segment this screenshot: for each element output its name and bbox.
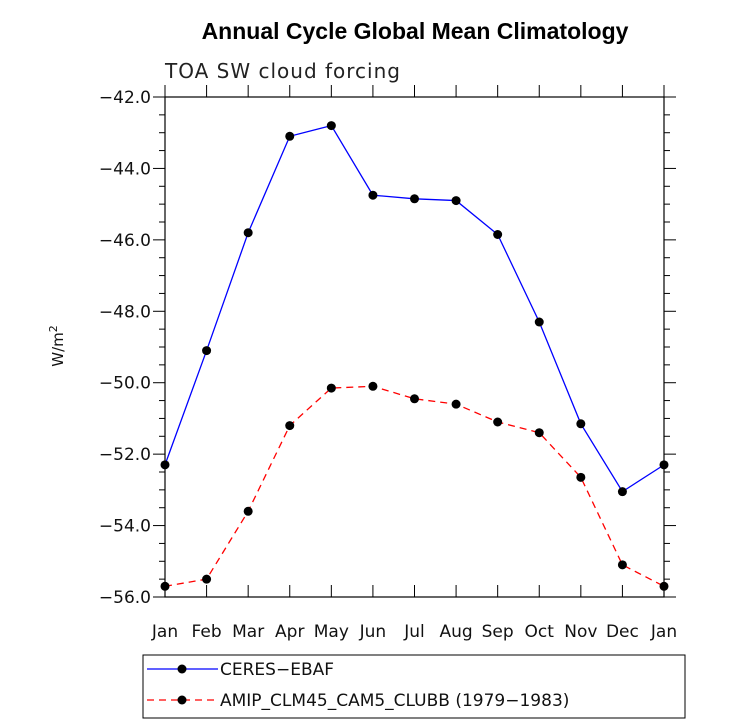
x-tick-label: Jan bbox=[650, 622, 677, 642]
y-tick-label: −46.0 bbox=[99, 231, 151, 251]
series-line-1 bbox=[164, 124, 665, 493]
data-point-series-1 bbox=[410, 194, 419, 204]
data-point-series-1 bbox=[326, 121, 336, 131]
series-points bbox=[160, 121, 669, 591]
x-tick-label: Jun bbox=[359, 622, 387, 642]
data-point-series-1 bbox=[534, 317, 544, 327]
data-point-series-2 bbox=[493, 417, 503, 427]
legend-label-2: AMIP_CLM45_CAM5_CLUBB (1979−1983) bbox=[220, 691, 569, 711]
data-point-series-2 bbox=[243, 506, 253, 516]
data-point-series-2 bbox=[368, 381, 378, 391]
x-tick-label: Oct bbox=[525, 622, 555, 642]
y-axis-label-superscript: 2 bbox=[47, 325, 60, 332]
y-tick-label: −56.0 bbox=[99, 588, 151, 608]
chart-subtitle: TOA SW cloud forcing bbox=[164, 59, 401, 83]
data-point-series-1 bbox=[285, 131, 295, 141]
axes: −42.0 −44.0 −46.0 −48.0 −50.0 −52.0 −54.0 −56.0… bbox=[99, 85, 677, 642]
data-point-series-2 bbox=[451, 399, 461, 409]
legend-marker-2 bbox=[177, 695, 187, 705]
data-point-series-1 bbox=[202, 346, 212, 356]
y-axis-label: W/m2 bbox=[47, 325, 67, 367]
legend-label-1: CERES−EBAF bbox=[220, 660, 334, 680]
y-tick-label: −52.0 bbox=[99, 445, 151, 465]
data-point-series-1 bbox=[617, 487, 627, 497]
data-point-series-1 bbox=[576, 419, 586, 429]
x-tick-label: Sep bbox=[482, 622, 514, 642]
data-point-series-2 bbox=[576, 472, 586, 482]
data-point-series-2 bbox=[534, 428, 544, 438]
x-tick-label: Mar bbox=[232, 622, 264, 642]
data-point-series-1 bbox=[659, 460, 669, 470]
x-tick-label: Dec bbox=[606, 622, 639, 642]
data-point-series-2 bbox=[285, 421, 295, 431]
legend: CERES−EBAF AMIP_CLM45_CAM5_CLUBB (1979−19… bbox=[142, 654, 686, 719]
data-point-series-1 bbox=[493, 230, 503, 239]
data-point-series-2 bbox=[617, 560, 627, 570]
data-point-series-1 bbox=[451, 196, 461, 206]
y-tick-label: −42.0 bbox=[99, 88, 151, 108]
series-line-2 bbox=[164, 385, 665, 587]
x-tick-label: Jan bbox=[151, 622, 178, 642]
data-point-series-1 bbox=[160, 460, 170, 470]
data-point-series-2 bbox=[659, 581, 669, 591]
x-tick-label: May bbox=[314, 622, 349, 642]
y-tick-label: −44.0 bbox=[99, 159, 151, 179]
data-point-series-1 bbox=[243, 228, 253, 238]
data-point-series-2 bbox=[160, 581, 170, 591]
chart-title: Annual Cycle Global Mean Climatology bbox=[202, 18, 629, 44]
x-tick-label: Nov bbox=[564, 622, 597, 642]
y-axis-label-base: W/m bbox=[49, 332, 67, 367]
legend-marker-1 bbox=[177, 664, 187, 674]
y-tick-label: −48.0 bbox=[99, 302, 151, 322]
legend-box bbox=[142, 654, 686, 719]
data-point-series-2 bbox=[202, 574, 212, 584]
x-tick-label: Apr bbox=[275, 622, 304, 642]
x-tick-label: Aug bbox=[439, 622, 472, 642]
plot-frame bbox=[164, 96, 665, 598]
x-tick-label: Jul bbox=[403, 622, 425, 642]
data-point-series-2 bbox=[410, 394, 419, 404]
y-tick-label: −50.0 bbox=[99, 374, 151, 394]
x-tick-label: Feb bbox=[192, 622, 222, 642]
data-point-series-1 bbox=[368, 190, 378, 200]
data-point-series-2 bbox=[326, 383, 336, 393]
y-tick-label: −54.0 bbox=[99, 517, 151, 537]
